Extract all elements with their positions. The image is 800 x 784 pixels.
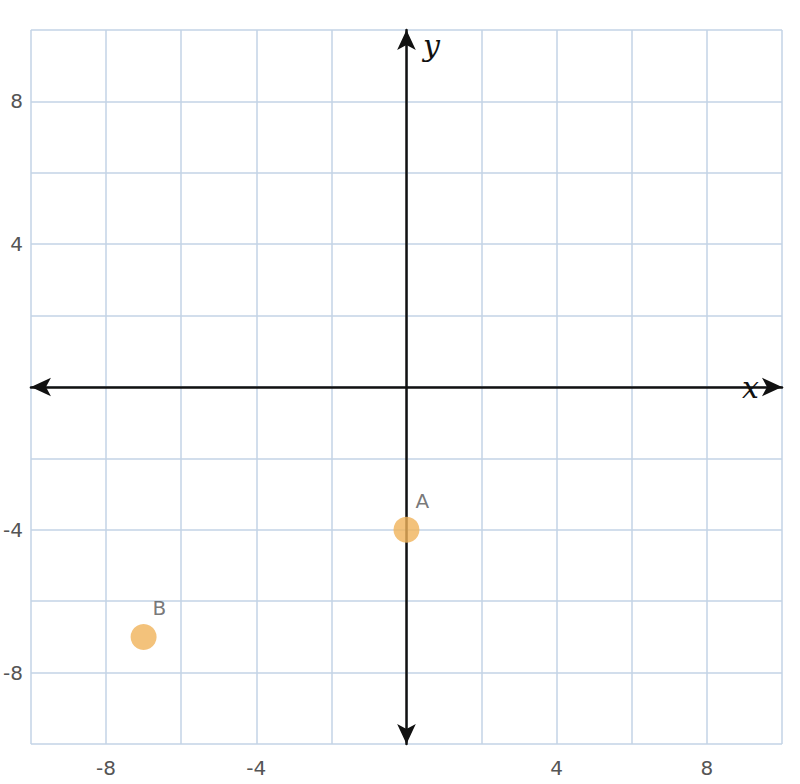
svg-text:-4: -4 [3, 518, 23, 542]
svg-text:-8: -8 [3, 661, 23, 685]
svg-text:-4: -4 [246, 756, 266, 780]
svg-text:A: A [415, 489, 429, 513]
svg-text:-8: -8 [96, 756, 116, 780]
svg-text:4: 4 [550, 756, 563, 780]
svg-text:x: x [742, 369, 759, 405]
svg-text:4: 4 [10, 232, 23, 256]
svg-text:B: B [153, 596, 167, 620]
svg-text:y: y [421, 28, 441, 63]
svg-text:8: 8 [10, 89, 23, 113]
svg-text:8: 8 [701, 756, 714, 780]
